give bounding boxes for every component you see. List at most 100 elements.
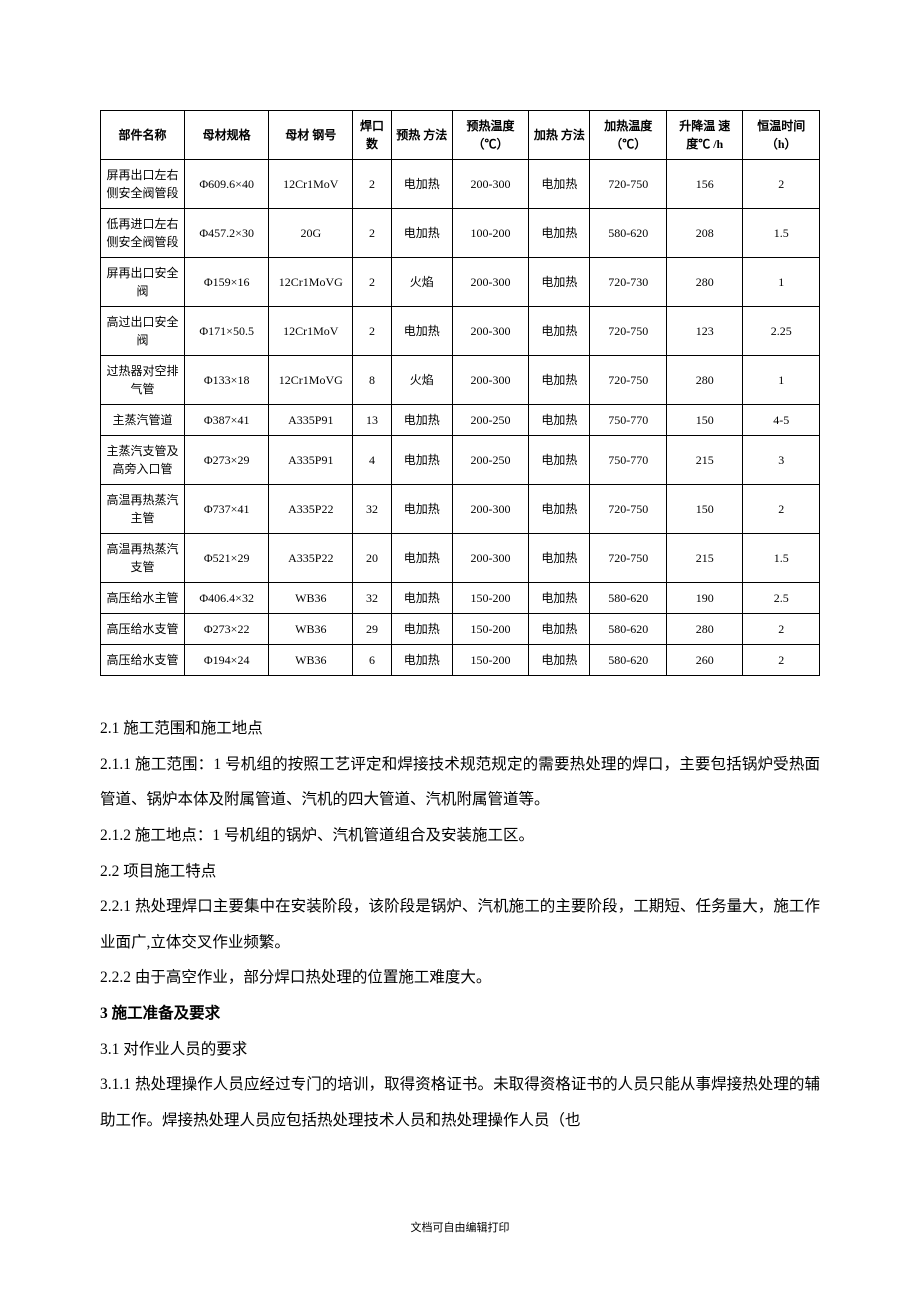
table-cell: A335P22 [269,534,353,583]
table-cell: 156 [666,160,742,209]
table-cell: 电加热 [391,534,452,583]
table-cell: 720-750 [590,534,666,583]
table-cell: Φ159×16 [185,258,269,307]
table-cell: 750-770 [590,436,666,485]
table-cell: 电加热 [391,645,452,676]
paragraph: 2.1 施工范围和施工地点 [100,711,820,747]
header-speed: 升降温 速度℃ /h [666,111,742,160]
table-cell: 电加热 [529,645,590,676]
table-cell: 2 [353,160,391,209]
table-cell: Φ406.4×32 [185,583,269,614]
table-cell: 150 [666,405,742,436]
table-cell: Φ609.6×40 [185,160,269,209]
header-count: 焊口数 [353,111,391,160]
table-row: 主蒸汽管道Φ387×41A335P9113电加热200-250电加热750-77… [101,405,820,436]
table-cell: 电加热 [529,405,590,436]
table-cell: 主蒸汽管道 [101,405,185,436]
header-preheat-method: 预热 方法 [391,111,452,160]
table-cell: 720-750 [590,356,666,405]
table-cell: 电加热 [391,209,452,258]
table-cell: 720-750 [590,307,666,356]
table-cell: 190 [666,583,742,614]
table-cell: 200-300 [452,160,528,209]
table-cell: 580-620 [590,583,666,614]
table-header-row: 部件名称 母材规格 母材 钢号 焊口数 预热 方法 预热温度（℃） 加热 方法 … [101,111,820,160]
table-cell: 高温再热蒸汽支管 [101,534,185,583]
table-cell: 电加热 [391,405,452,436]
table-cell: Φ273×29 [185,436,269,485]
table-cell: Φ171×50.5 [185,307,269,356]
table-cell: 580-620 [590,614,666,645]
paragraph: 2.1.1 施工范围：1 号机组的按照工艺评定和焊接技术规范规定的需要热处理的焊… [100,747,820,818]
table-cell: 12Cr1MoVG [269,258,353,307]
table-cell: 6 [353,645,391,676]
paragraph: 3.1 对作业人员的要求 [100,1032,820,1068]
paragraph: 3.1.1 热处理操作人员应经过专门的培训，取得资格证书。未取得资格证书的人员只… [100,1067,820,1138]
table-cell: 1 [743,356,820,405]
table-cell: 电加热 [529,258,590,307]
table-cell: 12Cr1MoVG [269,356,353,405]
table-cell: 低再进口左右侧安全阀管段 [101,209,185,258]
table-cell: Φ457.2×30 [185,209,269,258]
table-cell: 2 [743,485,820,534]
table-cell: 200-300 [452,356,528,405]
table-cell: 2 [743,614,820,645]
table-cell: Φ133×18 [185,356,269,405]
table-cell: 123 [666,307,742,356]
table-row: 高温再热蒸汽主管Φ737×41A335P2232电加热200-300电加热720… [101,485,820,534]
table-row: 屏再出口左右侧安全阀管段Φ609.6×4012Cr1MoV2电加热200-300… [101,160,820,209]
table-cell: 电加热 [391,436,452,485]
table-cell: WB36 [269,645,353,676]
table-cell: 12Cr1MoV [269,307,353,356]
table-cell: 3 [743,436,820,485]
table-cell: 150-200 [452,583,528,614]
table-cell: 电加热 [391,583,452,614]
table-cell: 280 [666,356,742,405]
table-cell: 屏再出口安全阀 [101,258,185,307]
table-cell: 电加热 [529,534,590,583]
table-cell: 电加热 [529,436,590,485]
table-cell: 8 [353,356,391,405]
table-cell: 150-200 [452,614,528,645]
table-cell: 主蒸汽支管及高旁入口管 [101,436,185,485]
table-cell: 4 [353,436,391,485]
paragraph: 2.2 项目施工特点 [100,854,820,890]
table-cell: 750-770 [590,405,666,436]
table-cell: A335P91 [269,405,353,436]
header-heat-method: 加热 方法 [529,111,590,160]
table-cell: 电加热 [529,583,590,614]
spec-table: 部件名称 母材规格 母材 钢号 焊口数 预热 方法 预热温度（℃） 加热 方法 … [100,110,820,676]
table-cell: 电加热 [529,209,590,258]
paragraph: 2.2.1 热处理焊口主要集中在安装阶段，该阶段是锅炉、汽机施工的主要阶段，工期… [100,889,820,960]
table-cell: 32 [353,485,391,534]
header-part-name: 部件名称 [101,111,185,160]
table-cell: 200-250 [452,405,528,436]
table-cell: 29 [353,614,391,645]
header-heat-temp: 加热温度（℃） [590,111,666,160]
paragraph: 3 施工准备及要求 [100,996,820,1032]
table-cell: 高过出口安全阀 [101,307,185,356]
table-cell: Φ273×22 [185,614,269,645]
header-steel: 母材 钢号 [269,111,353,160]
table-cell: 200-300 [452,307,528,356]
table-cell: 电加热 [529,307,590,356]
table-row: 高压给水支管Φ194×24WB366电加热150-200电加热580-62026… [101,645,820,676]
table-cell: 1.5 [743,209,820,258]
table-row: 主蒸汽支管及高旁入口管Φ273×29A335P914电加热200-250电加热7… [101,436,820,485]
table-row: 高过出口安全阀Φ171×50.512Cr1MoV2电加热200-300电加热72… [101,307,820,356]
table-cell: 电加热 [391,614,452,645]
table-cell: 电加热 [391,160,452,209]
table-cell: WB36 [269,583,353,614]
table-cell: 720-750 [590,160,666,209]
table-cell: 215 [666,436,742,485]
table-cell: 高温再热蒸汽主管 [101,485,185,534]
table-cell: 高压给水主管 [101,583,185,614]
table-cell: Φ737×41 [185,485,269,534]
table-cell: 720-730 [590,258,666,307]
table-cell: 32 [353,583,391,614]
table-row: 屏再出口安全阀Φ159×1612Cr1MoVG2火焰200-300电加热720-… [101,258,820,307]
table-row: 高压给水支管Φ273×22WB3629电加热150-200电加热580-6202… [101,614,820,645]
table-cell: 100-200 [452,209,528,258]
table-cell: 火焰 [391,356,452,405]
table-cell: 2 [353,307,391,356]
